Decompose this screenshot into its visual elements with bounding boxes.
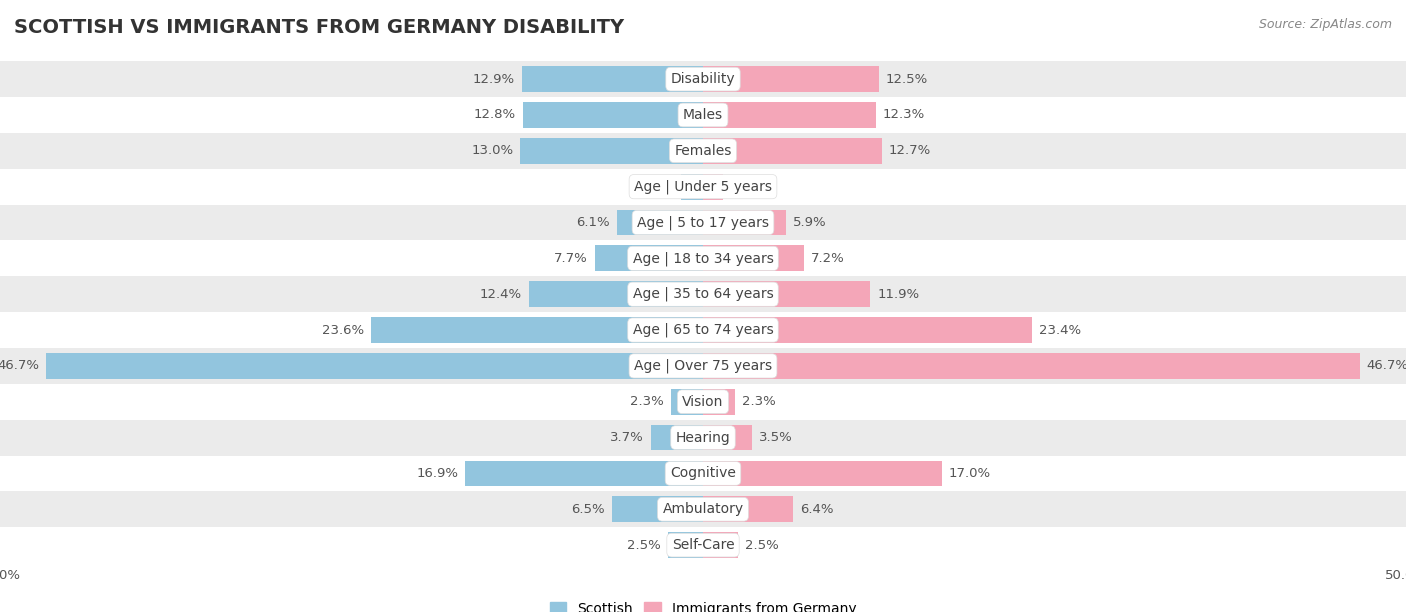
- Text: 6.1%: 6.1%: [576, 216, 610, 229]
- Bar: [651, 425, 703, 450]
- Bar: [371, 317, 703, 343]
- Text: Source: ZipAtlas.com: Source: ZipAtlas.com: [1258, 18, 1392, 31]
- Bar: [703, 245, 804, 271]
- Text: 12.8%: 12.8%: [474, 108, 516, 121]
- Text: 2.5%: 2.5%: [627, 539, 661, 551]
- Bar: [0, 61, 1406, 97]
- Text: 7.2%: 7.2%: [811, 252, 845, 265]
- Bar: [617, 209, 703, 236]
- Text: 7.7%: 7.7%: [554, 252, 588, 265]
- Bar: [465, 460, 703, 487]
- Bar: [0, 276, 1406, 312]
- Bar: [0, 241, 1406, 276]
- Text: Age | 18 to 34 years: Age | 18 to 34 years: [633, 251, 773, 266]
- Text: Vision: Vision: [682, 395, 724, 409]
- Text: 6.4%: 6.4%: [800, 503, 834, 516]
- Text: SCOTTISH VS IMMIGRANTS FROM GERMANY DISABILITY: SCOTTISH VS IMMIGRANTS FROM GERMANY DISA…: [14, 18, 624, 37]
- Bar: [0, 348, 1406, 384]
- Bar: [529, 282, 703, 307]
- Bar: [703, 460, 942, 487]
- Text: 12.4%: 12.4%: [479, 288, 522, 300]
- Text: 1.4%: 1.4%: [730, 180, 763, 193]
- Text: 2.3%: 2.3%: [630, 395, 664, 408]
- Bar: [703, 282, 870, 307]
- Bar: [703, 209, 786, 236]
- Text: Males: Males: [683, 108, 723, 122]
- Text: 2.5%: 2.5%: [745, 539, 779, 551]
- Bar: [522, 66, 703, 92]
- Bar: [0, 133, 1406, 169]
- Text: 5.9%: 5.9%: [793, 216, 827, 229]
- Legend: Scottish, Immigrants from Germany: Scottish, Immigrants from Germany: [544, 596, 862, 612]
- Bar: [0, 169, 1406, 204]
- Bar: [0, 312, 1406, 348]
- Bar: [0, 491, 1406, 527]
- Text: 12.7%: 12.7%: [889, 144, 931, 157]
- Text: Cognitive: Cognitive: [671, 466, 735, 480]
- Bar: [703, 532, 738, 558]
- Bar: [0, 455, 1406, 491]
- Text: Females: Females: [675, 144, 731, 158]
- Bar: [703, 496, 793, 522]
- Text: Ambulatory: Ambulatory: [662, 502, 744, 517]
- Text: 46.7%: 46.7%: [1367, 359, 1406, 372]
- Text: 46.7%: 46.7%: [0, 359, 39, 372]
- Bar: [0, 204, 1406, 241]
- Bar: [703, 102, 876, 128]
- Text: Age | Over 75 years: Age | Over 75 years: [634, 359, 772, 373]
- Bar: [520, 138, 703, 164]
- Bar: [0, 420, 1406, 455]
- Text: Age | 65 to 74 years: Age | 65 to 74 years: [633, 323, 773, 337]
- Bar: [703, 138, 882, 164]
- Text: Age | 35 to 64 years: Age | 35 to 64 years: [633, 287, 773, 302]
- Bar: [0, 384, 1406, 420]
- Bar: [681, 174, 703, 200]
- Bar: [703, 353, 1360, 379]
- Text: 12.3%: 12.3%: [883, 108, 925, 121]
- Text: Disability: Disability: [671, 72, 735, 86]
- Text: 3.7%: 3.7%: [610, 431, 644, 444]
- Bar: [595, 245, 703, 271]
- Bar: [668, 532, 703, 558]
- Text: 16.9%: 16.9%: [416, 467, 458, 480]
- Bar: [0, 527, 1406, 563]
- Text: 23.4%: 23.4%: [1039, 324, 1081, 337]
- Text: 12.5%: 12.5%: [886, 73, 928, 86]
- Text: Self-Care: Self-Care: [672, 538, 734, 552]
- Text: 11.9%: 11.9%: [877, 288, 920, 300]
- Text: Age | 5 to 17 years: Age | 5 to 17 years: [637, 215, 769, 230]
- Text: Hearing: Hearing: [676, 431, 730, 444]
- Bar: [671, 389, 703, 415]
- Text: Age | Under 5 years: Age | Under 5 years: [634, 179, 772, 194]
- Bar: [523, 102, 703, 128]
- Text: 23.6%: 23.6%: [322, 324, 364, 337]
- Text: 17.0%: 17.0%: [949, 467, 991, 480]
- Bar: [703, 317, 1032, 343]
- Text: 3.5%: 3.5%: [759, 431, 793, 444]
- Bar: [612, 496, 703, 522]
- Bar: [703, 174, 723, 200]
- Bar: [703, 389, 735, 415]
- Text: 13.0%: 13.0%: [471, 144, 513, 157]
- Text: 12.9%: 12.9%: [472, 73, 515, 86]
- Text: 1.6%: 1.6%: [640, 180, 673, 193]
- Bar: [703, 425, 752, 450]
- Text: 2.3%: 2.3%: [742, 395, 776, 408]
- Bar: [0, 97, 1406, 133]
- Bar: [703, 66, 879, 92]
- Text: 6.5%: 6.5%: [571, 503, 605, 516]
- Bar: [46, 353, 703, 379]
